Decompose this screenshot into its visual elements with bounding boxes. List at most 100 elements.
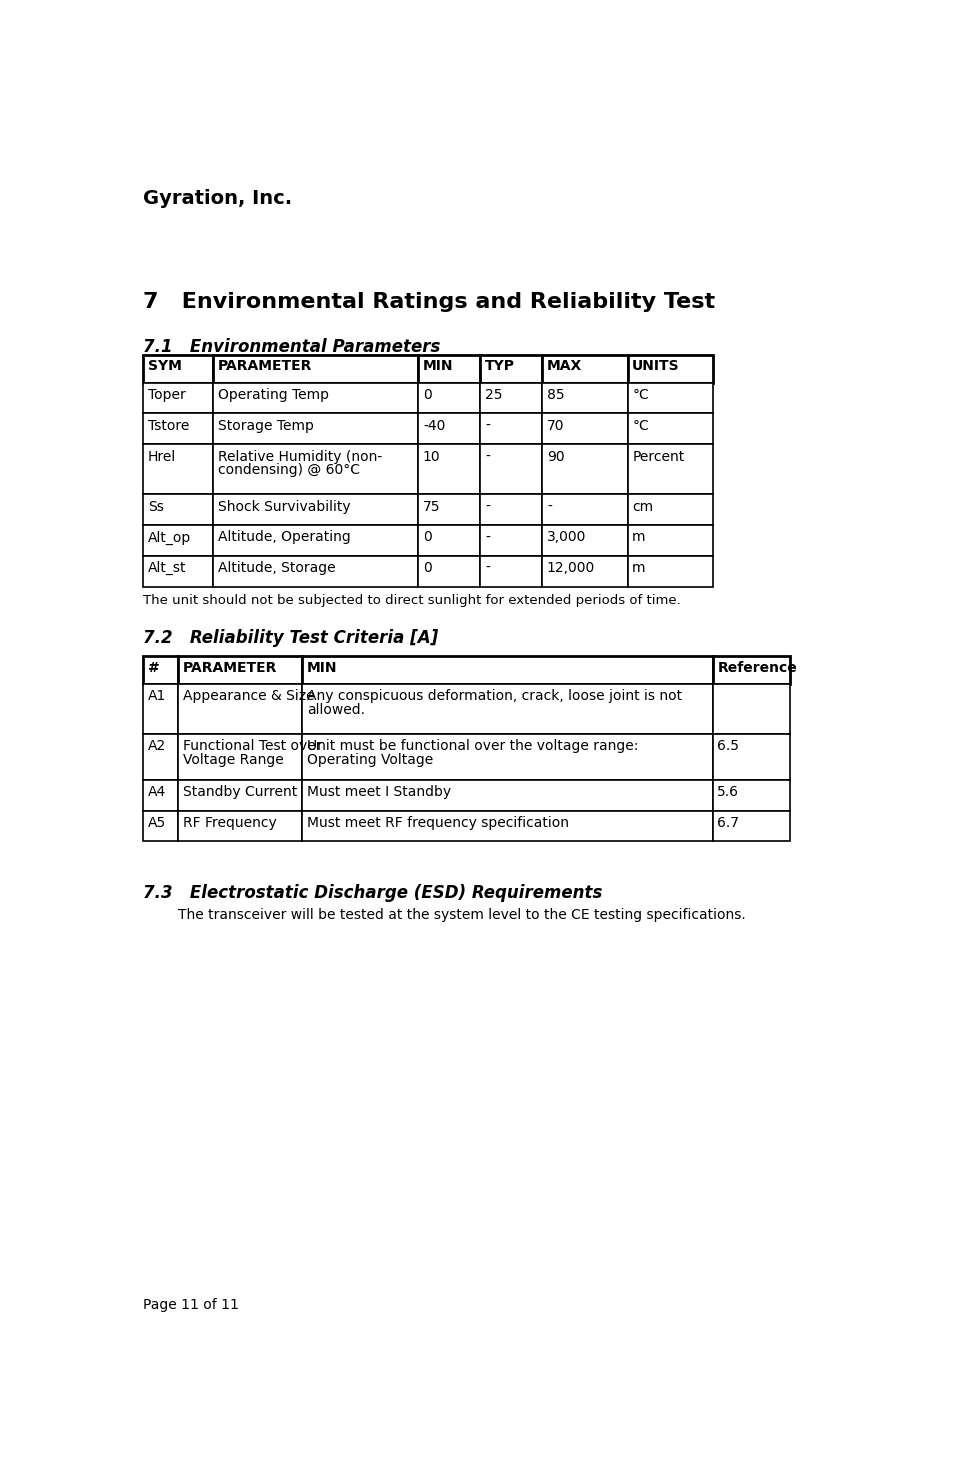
- Text: MAX: MAX: [547, 360, 582, 373]
- Text: Operating Voltage: Operating Voltage: [307, 752, 433, 767]
- Text: 12,000: 12,000: [547, 561, 596, 575]
- Text: allowed.: allowed.: [307, 703, 364, 717]
- Text: A5: A5: [148, 816, 166, 829]
- Bar: [627, 555, 713, 586]
- Bar: [418, 524, 480, 555]
- Bar: [480, 524, 542, 555]
- Bar: [143, 444, 213, 495]
- Text: Tstore: Tstore: [148, 419, 189, 432]
- Text: 3,000: 3,000: [547, 530, 586, 545]
- Text: m: m: [632, 561, 645, 575]
- Text: PARAMETER: PARAMETER: [182, 661, 277, 674]
- Bar: [627, 495, 713, 524]
- Text: A4: A4: [148, 785, 166, 800]
- Bar: [480, 495, 542, 524]
- Bar: [213, 444, 418, 495]
- Text: -: -: [485, 499, 490, 514]
- Text: °C: °C: [632, 419, 649, 432]
- Bar: [418, 444, 480, 495]
- Text: Ss: Ss: [148, 499, 164, 514]
- Text: Unit must be functional over the voltage range:: Unit must be functional over the voltage…: [307, 739, 638, 752]
- Bar: [418, 382, 480, 413]
- Text: MIN: MIN: [307, 661, 338, 674]
- Bar: [213, 524, 418, 555]
- Bar: [143, 382, 213, 413]
- Bar: [143, 656, 178, 684]
- Bar: [213, 355, 418, 382]
- Text: Page 11 of 11: Page 11 of 11: [143, 1297, 239, 1312]
- Text: Alt_st: Alt_st: [148, 561, 186, 575]
- Bar: [480, 413, 542, 444]
- Text: Toper: Toper: [148, 388, 185, 401]
- Bar: [418, 495, 480, 524]
- Text: A1: A1: [148, 689, 166, 703]
- Bar: [302, 780, 713, 810]
- Text: A2: A2: [148, 739, 166, 752]
- Text: -: -: [485, 419, 490, 432]
- Bar: [143, 555, 213, 586]
- Text: PARAMETER: PARAMETER: [218, 360, 312, 373]
- Bar: [213, 413, 418, 444]
- Text: 5.6: 5.6: [717, 785, 739, 800]
- Text: 0: 0: [423, 561, 432, 575]
- Text: 0: 0: [423, 530, 432, 545]
- Bar: [143, 684, 178, 733]
- Text: 85: 85: [547, 388, 565, 401]
- Text: Altitude, Storage: Altitude, Storage: [218, 561, 335, 575]
- Bar: [143, 810, 178, 841]
- Text: Any conspicuous deformation, crack, loose joint is not: Any conspicuous deformation, crack, loos…: [307, 689, 682, 703]
- Text: 70: 70: [547, 419, 565, 432]
- Text: Alt_op: Alt_op: [148, 530, 191, 545]
- Text: 0: 0: [423, 388, 432, 401]
- Bar: [713, 810, 790, 841]
- Bar: [143, 780, 178, 810]
- Text: TYP: TYP: [485, 360, 515, 373]
- Text: -40: -40: [423, 419, 445, 432]
- Text: Storage Temp: Storage Temp: [218, 419, 314, 432]
- Text: 75: 75: [423, 499, 440, 514]
- Bar: [627, 355, 713, 382]
- Text: m: m: [632, 530, 645, 545]
- Bar: [627, 413, 713, 444]
- Bar: [480, 444, 542, 495]
- Text: The unit should not be subjected to direct sunlight for extended periods of time: The unit should not be subjected to dire…: [143, 594, 681, 607]
- Bar: [542, 555, 627, 586]
- Text: 7.3   Electrostatic Discharge (ESD) Requirements: 7.3 Electrostatic Discharge (ESD) Requir…: [143, 884, 602, 902]
- Bar: [542, 355, 627, 382]
- Bar: [178, 733, 302, 780]
- Bar: [213, 555, 418, 586]
- Bar: [178, 656, 302, 684]
- Text: 25: 25: [485, 388, 503, 401]
- Text: Functional Test over: Functional Test over: [182, 739, 321, 752]
- Text: MIN: MIN: [423, 360, 454, 373]
- Text: UNITS: UNITS: [632, 360, 680, 373]
- Bar: [480, 382, 542, 413]
- Text: condensing) @ 60°C: condensing) @ 60°C: [218, 464, 360, 477]
- Bar: [302, 656, 713, 684]
- Bar: [178, 780, 302, 810]
- Text: 10: 10: [423, 450, 440, 464]
- Text: -: -: [485, 450, 490, 464]
- Text: Operating Temp: Operating Temp: [218, 388, 329, 401]
- Text: Altitude, Operating: Altitude, Operating: [218, 530, 350, 545]
- Bar: [713, 733, 790, 780]
- Bar: [213, 382, 418, 413]
- Text: cm: cm: [632, 499, 653, 514]
- Text: 6.7: 6.7: [717, 816, 739, 829]
- Bar: [713, 780, 790, 810]
- Bar: [178, 810, 302, 841]
- Text: -: -: [485, 561, 490, 575]
- Text: 6.5: 6.5: [717, 739, 739, 752]
- Text: The transceiver will be tested at the system level to the CE testing specificati: The transceiver will be tested at the sy…: [178, 908, 746, 923]
- Text: Relative Humidity (non-: Relative Humidity (non-: [218, 450, 382, 464]
- Bar: [302, 810, 713, 841]
- Text: -: -: [547, 499, 551, 514]
- Text: -: -: [485, 530, 490, 545]
- Text: 7.1   Environmental Parameters: 7.1 Environmental Parameters: [143, 338, 440, 355]
- Bar: [542, 524, 627, 555]
- Bar: [480, 555, 542, 586]
- Bar: [542, 413, 627, 444]
- Bar: [627, 444, 713, 495]
- Text: RF Frequency: RF Frequency: [182, 816, 276, 829]
- Bar: [143, 524, 213, 555]
